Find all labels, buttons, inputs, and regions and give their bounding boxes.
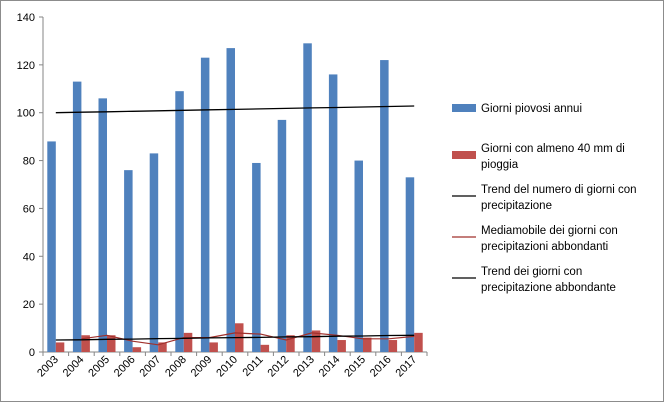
legend-label: Giorni con almeno 40 mm di: [481, 143, 625, 155]
x-tick-label: 2003: [35, 354, 61, 380]
legend-label: precipitazione: [481, 200, 552, 212]
bar-giorni-40mm: [260, 344, 270, 352]
bar-giorni-piovosi: [175, 91, 184, 352]
bar-giorni-piovosi: [354, 160, 363, 352]
x-tick-label: 2015: [342, 354, 368, 380]
bar-giorni-piovosi: [149, 153, 159, 352]
bar-giorni-piovosi: [47, 141, 56, 352]
bar-giorni-piovosi: [303, 43, 312, 352]
bar-giorni-piovosi: [252, 162, 261, 352]
bar-giorni-piovosi: [200, 57, 210, 353]
bar-giorni-40mm: [286, 335, 295, 352]
x-tick-label: 2016: [368, 354, 394, 380]
y-tick-label: 100: [17, 108, 35, 120]
x-tick-label: 2012: [266, 354, 292, 380]
bar-giorni-piovosi: [226, 48, 235, 352]
bar-giorni-40mm: [81, 335, 90, 352]
x-tick-label: 2011: [241, 354, 266, 379]
legend-label: Giorni piovosi annui: [481, 103, 582, 115]
series-line-3: [55, 334, 415, 341]
x-tick-label: 2014: [317, 354, 343, 380]
legend-label: Trend dei giorni con: [481, 266, 582, 278]
y-tick-label: 60: [23, 203, 35, 215]
bar-giorni-piovosi: [98, 98, 107, 352]
series-line-2: [81, 332, 415, 346]
y-tick-label: 20: [23, 299, 35, 311]
bar-giorni-40mm: [311, 330, 321, 352]
bar-giorni-40mm: [132, 347, 142, 352]
x-tick-label: 2006: [112, 354, 138, 380]
series-line-1: [55, 105, 415, 114]
x-tick-label: 2009: [189, 354, 215, 380]
y-tick-label: 40: [23, 251, 35, 263]
x-tick-label: 2008: [163, 354, 189, 380]
legend-label: Trend del numero di giorni con: [481, 184, 637, 196]
legend-label: pioggia: [481, 159, 519, 171]
bar-giorni-piovosi: [328, 74, 338, 352]
y-tick-label: 140: [17, 12, 35, 24]
bar-giorni-40mm: [158, 342, 167, 352]
bar-giorni-40mm: [414, 332, 423, 352]
bar-giorni-piovosi: [405, 177, 415, 352]
legend-swatch: [452, 104, 476, 112]
x-tick-label: 2017: [394, 354, 420, 380]
legend: Giorni piovosi annui Giorni con almeno 40…: [452, 103, 637, 294]
y-tick-label: 120: [17, 60, 35, 72]
x-tick-label: 2007: [138, 354, 164, 380]
legend-swatch: [452, 151, 476, 159]
legend-label: Mediamobile dei giorni con: [481, 225, 618, 237]
bar-giorni-piovosi: [277, 119, 287, 353]
y-tick-label: 80: [23, 156, 35, 168]
bar-giorni-40mm: [55, 342, 65, 352]
x-tick-label: 2013: [291, 354, 317, 380]
bar-giorni-40mm: [337, 340, 346, 352]
bar-giorni-piovosi: [124, 170, 133, 352]
series-lines: [55, 105, 415, 346]
bar-giorni-piovosi: [380, 60, 389, 352]
x-tick-label: 2004: [61, 354, 87, 380]
bar-giorni-40mm: [363, 337, 372, 352]
legend-label: precipitazioni abbondanti: [481, 241, 608, 253]
y-tick-label: 0: [29, 347, 35, 359]
bars: [47, 43, 423, 353]
bar-giorni-piovosi: [72, 81, 82, 352]
bar-giorni-40mm: [107, 335, 116, 352]
bar-giorni-40mm: [183, 332, 193, 352]
x-tick-label: 2010: [214, 354, 240, 380]
x-tick-label: 2005: [86, 354, 112, 380]
bar-giorni-40mm: [209, 342, 218, 352]
legend-label: precipitazione abbondante: [481, 282, 616, 294]
bar-giorni-40mm: [388, 340, 398, 352]
